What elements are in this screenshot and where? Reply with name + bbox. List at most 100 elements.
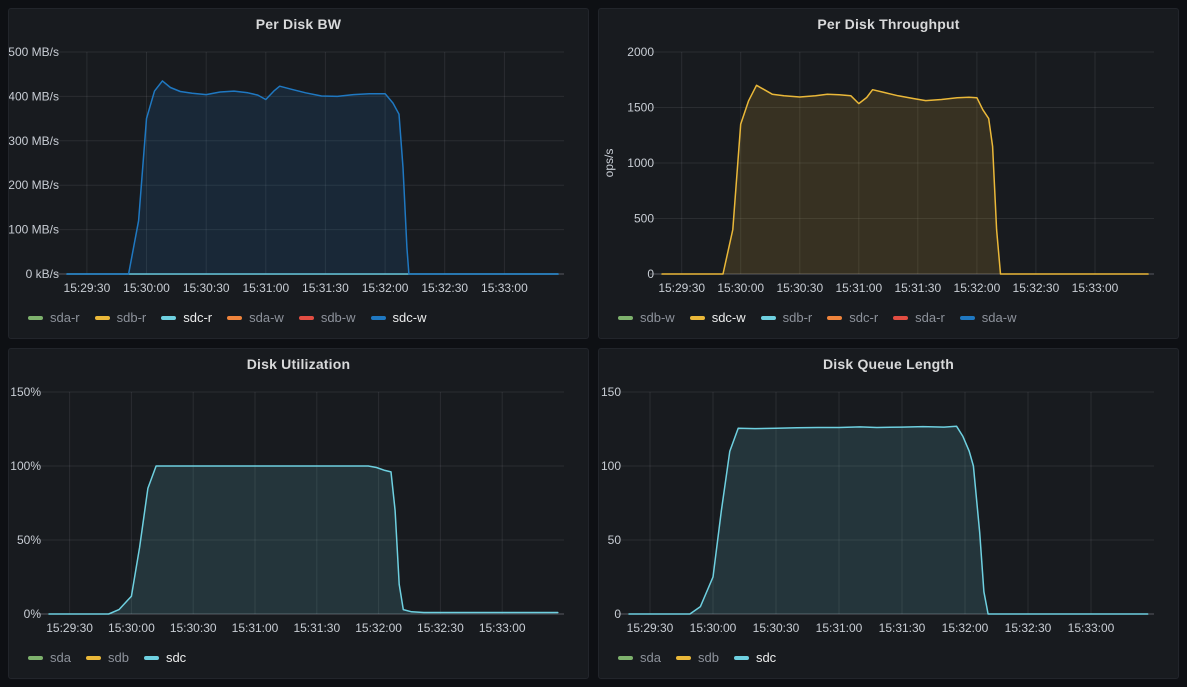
chart-canvas-per-disk-throughput[interactable]: 0 500 1000 1500 2000 15:29:30 15:30:00 15:30:30… <box>599 38 1178 304</box>
legend-item-sdc-r[interactable]: sdc-r <box>827 310 878 325</box>
panel-title[interactable]: Per Disk Throughput <box>817 16 960 32</box>
chart-canvas-disk-queue-length[interactable]: 0 50 100 150 15:29:30 15:30:00 15:30:30 15:31:0… <box>599 378 1178 644</box>
panel-title[interactable]: Disk Utilization <box>246 356 351 372</box>
legend-swatch <box>827 315 843 320</box>
series-fill-sdc-w <box>662 85 1149 274</box>
legend-label: sda <box>50 650 71 665</box>
legend-label: sdc-r <box>183 310 213 325</box>
x-tick-label: 15:30:00 <box>123 281 170 295</box>
legend-swatch <box>959 315 975 320</box>
legend-item-sdc-w[interactable]: sdc-w <box>689 310 746 325</box>
x-tick-label: 15:32:30 <box>421 281 468 295</box>
legend-swatch <box>227 315 243 320</box>
x-tick-label: 15:30:30 <box>753 621 800 635</box>
legend-swatch <box>28 315 43 320</box>
y-tick-label: 2000 <box>627 45 654 59</box>
x-tick-label: 15:30:00 <box>690 621 737 635</box>
panel-title[interactable]: Per Disk BW <box>255 16 342 32</box>
x-tick-label: 15:29:30 <box>627 621 674 635</box>
legend-label: sdc-w <box>392 310 427 325</box>
legend-item-sdc[interactable]: sdc <box>733 650 777 665</box>
chart-svg[interactable]: 0 kB/s 100 MB/s 200 MB/s 300 MB/s 400 MB/s 50… <box>9 38 588 304</box>
legend-label: sda-r <box>915 310 945 325</box>
legend-item-sda[interactable]: sda <box>618 650 661 665</box>
legend-label: sdb <box>107 650 129 665</box>
legend-item-sdb-w[interactable]: sdb-w <box>618 310 675 325</box>
legend-label: sdc <box>165 650 187 665</box>
x-tick-label: 15:32:30 <box>1005 621 1052 635</box>
x-tick-label: 15:32:00 <box>954 281 1001 295</box>
y-tick-label: 1000 <box>627 156 654 170</box>
legend-swatch <box>733 655 749 660</box>
x-tick-label: 15:32:00 <box>942 621 989 635</box>
legend-label: sdb-r <box>116 310 147 325</box>
legend-swatch <box>675 655 691 660</box>
legend-item-sdb-r[interactable]: sdb-r <box>94 310 147 325</box>
y-tick-label: 100 MB/s <box>9 223 59 237</box>
x-tick-label: 15:30:30 <box>170 621 217 635</box>
x-tick-label: 15:30:00 <box>108 621 155 635</box>
legend-item-sda-r[interactable]: sda-r <box>893 310 945 325</box>
series-fill-sdc-w <box>67 80 558 275</box>
y-tick-label: 150% <box>10 385 41 399</box>
legend-per-disk-bw: sda-r sdb-r sdc-r sda-w sdb-w sdc-w <box>9 304 588 338</box>
chart-canvas-per-disk-bw[interactable]: 0 kB/s 100 MB/s 200 MB/s 300 MB/s 400 MB/s 50… <box>9 38 588 304</box>
legend-item-sdc-w[interactable]: sdc-w <box>370 310 427 325</box>
legend-item-sdb[interactable]: sdb <box>85 650 129 665</box>
panel-per-disk-bw: Per Disk BW 0 kB/s 100 MB/s 200 MB/s 300 MB… <box>8 8 589 339</box>
legend-item-sdb[interactable]: sdb <box>675 650 719 665</box>
x-tick-label: 15:33:00 <box>481 281 528 295</box>
legend-item-sda-r[interactable]: sda-r <box>28 310 80 325</box>
x-tick-label: 15:33:00 <box>1072 281 1119 295</box>
legend-item-sdb-r[interactable]: sdb-r <box>760 310 813 325</box>
y-tick-label: 0 kB/s <box>26 267 59 281</box>
legend-label: sdb-w <box>640 310 675 325</box>
legend-swatch <box>85 655 101 660</box>
y-tick-label: 400 MB/s <box>9 89 59 103</box>
legend-item-sda[interactable]: sda <box>28 650 71 665</box>
x-tick-label: 15:33:00 <box>479 621 526 635</box>
x-tick-label: 15:30:00 <box>717 281 764 295</box>
chart-svg[interactable]: 0 50 100 150 15:29:30 15:30:00 15:30:30 15:31:0… <box>599 378 1178 644</box>
legend-item-sdc[interactable]: sdc <box>143 650 187 665</box>
legend-disk-queue-length: sda sdb sdc <box>599 644 1178 678</box>
chart-svg[interactable]: 0 500 1000 1500 2000 15:29:30 15:30:00 15:30:30… <box>599 38 1178 304</box>
series-fill-sdc <box>629 426 1148 614</box>
legend-item-sdc-r[interactable]: sdc-r <box>161 310 212 325</box>
y-tick-label: 100 <box>601 459 621 473</box>
x-tick-label: 15:32:00 <box>362 281 409 295</box>
x-tick-label: 15:29:30 <box>658 281 705 295</box>
legend-swatch <box>618 655 633 660</box>
legend-swatch <box>618 315 633 320</box>
legend-item-sda-w[interactable]: sda-w <box>959 310 1016 325</box>
legend-label: sdc <box>755 650 777 665</box>
x-tick-label: 15:30:30 <box>183 281 230 295</box>
legend-label: sdb <box>697 650 719 665</box>
x-tick-label: 15:31:00 <box>242 281 289 295</box>
legend-swatch <box>760 315 776 320</box>
legend-swatch <box>28 655 43 660</box>
chart-canvas-disk-utilization[interactable]: 0% 50% 100% 150% 15:29:30 15:30:00 15:30:30 15:… <box>9 378 588 644</box>
panel-title[interactable]: Disk Queue Length <box>823 356 954 372</box>
legend-label: sda-w <box>249 310 284 325</box>
series-fill-sdc <box>49 466 558 614</box>
legend-label: sdb-r <box>782 310 813 325</box>
y-tick-label: 500 MB/s <box>9 45 59 59</box>
y-tick-label: 1500 <box>627 101 654 115</box>
panel-disk-utilization: Disk Utilization 0% 50% 100% 150% 15:29:30 15… <box>8 348 589 679</box>
x-tick-label: 15:29:30 <box>46 621 93 635</box>
series-line-sdc <box>628 425 1149 615</box>
chart-svg[interactable]: 0% 50% 100% 150% 15:29:30 15:30:00 15:30:30 15:… <box>9 378 588 644</box>
y-tick-label: 200 MB/s <box>9 178 59 192</box>
legend-per-disk-throughput: sdb-w sdc-w sdb-r sdc-r sda-r sda-w <box>599 304 1178 338</box>
x-tick-label: 15:31:00 <box>232 621 279 635</box>
legend-swatch <box>689 315 705 320</box>
series-line-sdc-w <box>66 80 559 275</box>
y-tick-label: 100% <box>10 459 41 473</box>
series-line-sdc-w <box>661 84 1149 275</box>
legend-item-sda-w[interactable]: sda-w <box>227 310 284 325</box>
y-tick-label: 0 <box>647 267 654 281</box>
y-tick-label: 300 MB/s <box>9 134 59 148</box>
legend-item-sdb-w[interactable]: sdb-w <box>298 310 356 325</box>
